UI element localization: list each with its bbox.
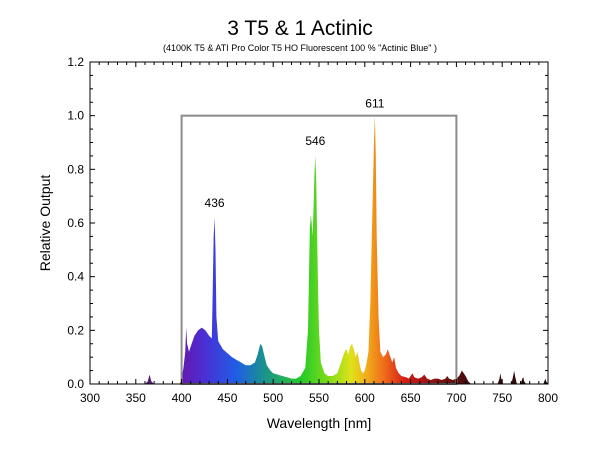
x-tick-label: 650 [401,391,421,405]
x-tick-label: 400 [172,391,192,405]
x-tick-label: 300 [80,391,100,405]
y-axis: 0.0 0.2 0.4 0.6 0.8 1.0 1.2 [67,55,548,391]
x-axis-label: Wavelength [nm] [267,415,372,431]
x-tick-label: 500 [263,391,283,405]
y-tick-label: 0.4 [67,270,84,284]
x-tick-label: 600 [355,391,375,405]
peak-label-546: 546 [305,134,325,148]
y-tick-label: 0.0 [67,377,84,391]
x-tick-label: 800 [538,391,558,405]
peak-label-436: 436 [205,196,225,210]
y-tick-label: 0.6 [67,216,84,230]
plot-area: 436 546 611 300 350 400 450 500 550 600 650 700 750… [67,55,558,405]
x-tick-label: 350 [126,391,146,405]
chart-subtitle: (4100K T5 & ATI Pro Color T5 HO Fluoresc… [163,43,437,53]
chart-title: 3 T5 & 1 Actinic [227,17,373,40]
x-tick-label: 750 [492,391,512,405]
x-tick-label: 450 [217,391,237,405]
peak-labels: 436 546 611 [205,97,385,210]
spectrum-area [90,115,548,385]
y-axis-label: Relative Output [37,175,53,272]
y-tick-label: 0.2 [67,323,84,337]
peak-label-611: 611 [365,97,384,111]
y-tick-label: 1.0 [67,109,84,123]
y-tick-label: 1.2 [67,55,84,69]
x-tick-label: 700 [446,391,466,405]
y-tick-label: 0.8 [67,162,84,176]
x-tick-label: 550 [309,391,329,405]
x-axis: 300 350 400 450 500 550 600 650 700 750 800 [80,62,558,405]
